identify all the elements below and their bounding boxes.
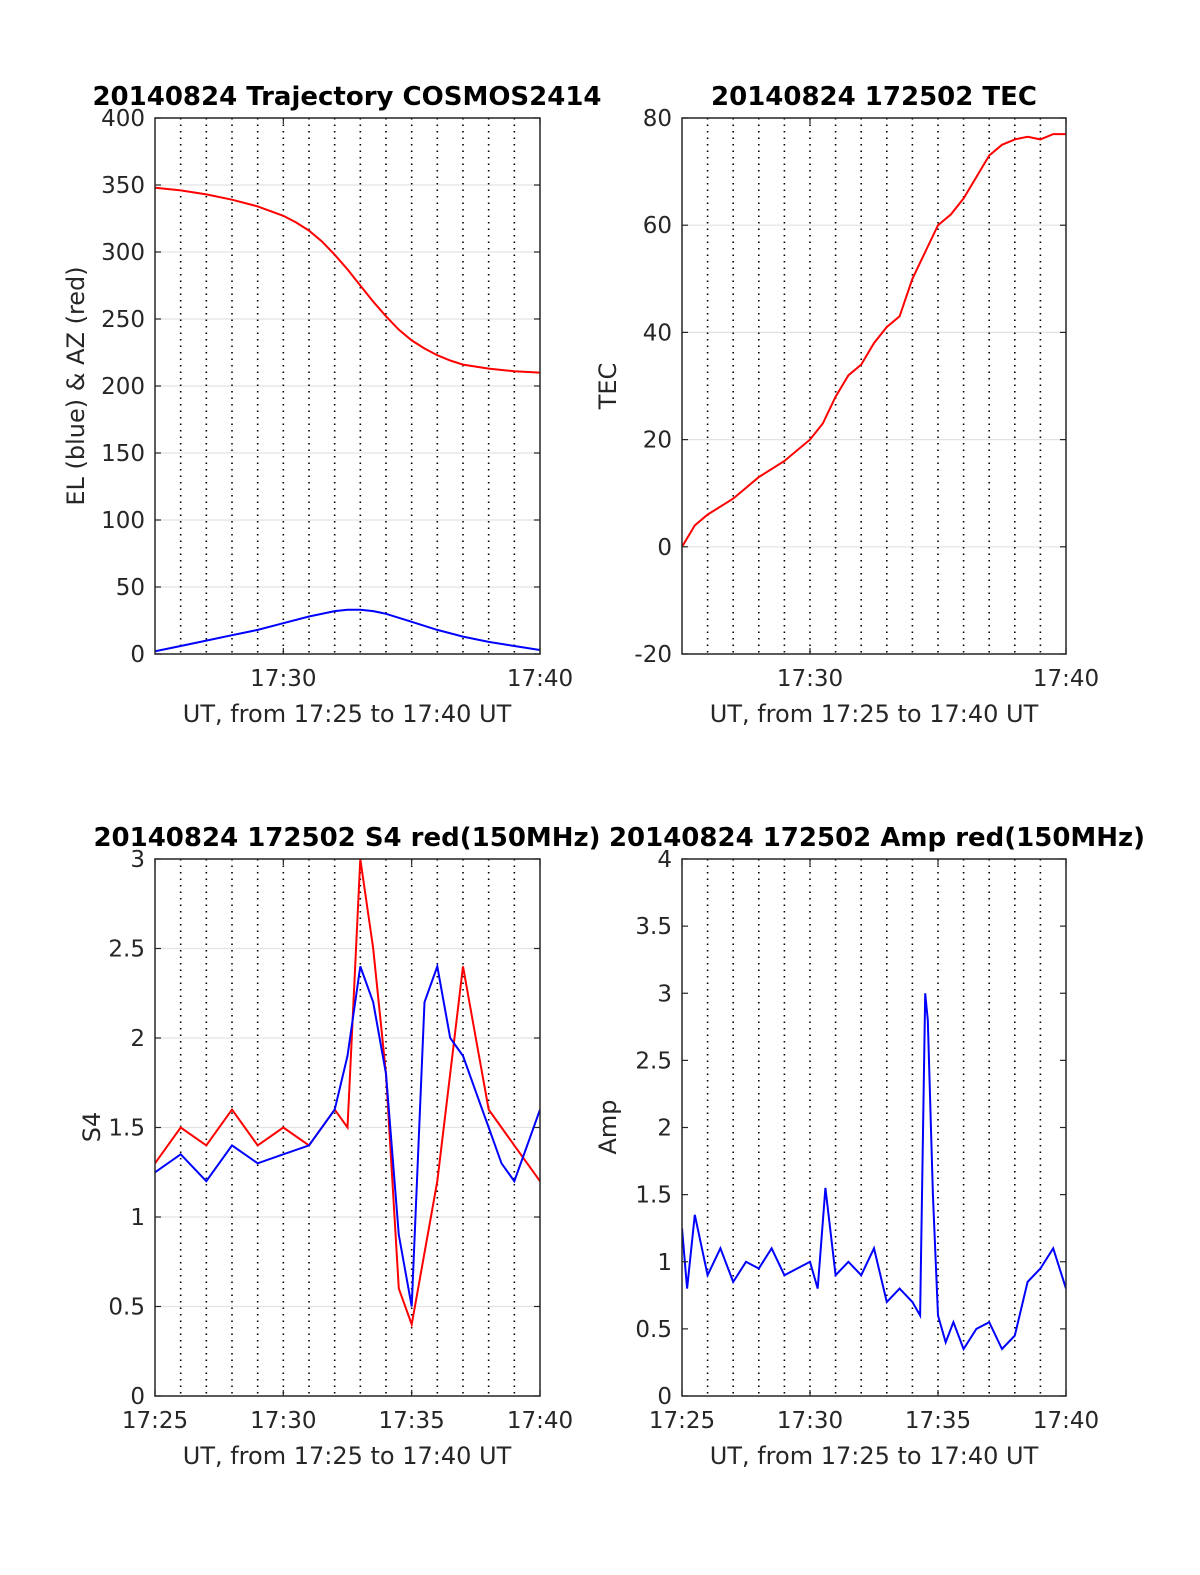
y-tick-label: 0 [657, 535, 672, 561]
x-tick-label: 17:40 [507, 1408, 573, 1434]
x-tick-label: 17:35 [379, 1408, 445, 1434]
y-axis-label: S4 [78, 1112, 106, 1143]
panel-s4: 20140824 172502 S4 red(150MHz) UT, from … [78, 823, 601, 1470]
chart-title: 20140824 172502 TEC [711, 82, 1037, 112]
series-line [682, 133, 1066, 548]
series-line [682, 993, 1066, 1352]
y-tick-label: 1 [657, 1250, 672, 1276]
y-tick-label: 60 [643, 213, 672, 239]
y-tick-label: 0 [130, 1384, 145, 1410]
y-tick-label: 80 [643, 106, 672, 132]
panel-amp: 20140824 172502 Amp red(150MHz) UT, from… [594, 823, 1145, 1470]
y-tick-label: 200 [101, 374, 145, 400]
y-tick-label: 2.5 [635, 1048, 672, 1074]
x-axis-label: UT, from 17:25 to 17:40 UT [710, 700, 1039, 728]
x-tick-label: 17:25 [122, 1408, 188, 1434]
y-tick-label: 0 [130, 642, 145, 668]
axes-frame [681, 117, 1067, 655]
y-axis-label: TEC [594, 363, 622, 411]
panel-trajectory: 20140824 Trajectory COSMOS2414 UT, from … [62, 82, 602, 728]
y-axis-label: Amp [594, 1099, 622, 1154]
series-line [155, 962, 540, 1307]
y-tick-label: 3 [657, 981, 672, 1007]
x-tick-label: 17:25 [649, 1408, 715, 1434]
y-tick-label: 3.5 [635, 914, 672, 940]
y-tick-label: 100 [101, 508, 145, 534]
y-tick-label: 4 [657, 847, 672, 873]
x-tick-label: 17:30 [777, 1408, 843, 1434]
chart-title: 20140824 172502 S4 red(150MHz) [93, 823, 600, 853]
x-tick-label: 17:40 [1033, 666, 1099, 692]
y-tick-label: 20 [643, 428, 672, 454]
y-tick-label: 1.5 [635, 1183, 672, 1209]
y-tick-label: 0.5 [108, 1295, 145, 1321]
y-tick-label: 150 [101, 441, 145, 467]
y-tick-label: 40 [643, 320, 672, 346]
y-tick-label: 3 [130, 847, 145, 873]
y-tick-label: 2 [657, 1116, 672, 1142]
panel-tec: 20140824 172502 TEC UT, from 17:25 to 17… [594, 82, 1099, 728]
x-tick-label: 17:40 [1033, 1408, 1099, 1434]
x-tick-label: 17:40 [507, 666, 573, 692]
y-tick-label: 2.5 [108, 937, 145, 963]
chart-title: 20140824 Trajectory COSMOS2414 [92, 82, 601, 112]
y-tick-label: -20 [634, 642, 672, 668]
x-axis-label: UT, from 17:25 to 17:40 UT [183, 1442, 512, 1470]
x-tick-label: 17:35 [905, 1408, 971, 1434]
y-tick-label: 50 [116, 575, 145, 601]
series-line [155, 859, 540, 1329]
series-line [155, 186, 540, 374]
y-tick-label: 2 [130, 1026, 145, 1052]
x-tick-label: 17:30 [777, 666, 843, 692]
x-tick-label: 17:30 [250, 1408, 316, 1434]
y-tick-label: 250 [101, 307, 145, 333]
chart-title: 20140824 172502 Amp red(150MHz) [609, 823, 1145, 853]
x-axis-label: UT, from 17:25 to 17:40 UT [183, 700, 512, 728]
y-tick-label: 1.5 [108, 1116, 145, 1142]
y-tick-label: 400 [101, 106, 145, 132]
y-tick-label: 350 [101, 173, 145, 199]
y-tick-label: 300 [101, 240, 145, 266]
series-line [155, 608, 540, 653]
y-tick-label: 0 [657, 1384, 672, 1410]
x-tick-label: 17:30 [250, 666, 316, 692]
y-tick-label: 0.5 [635, 1317, 672, 1343]
x-axis-label: UT, from 17:25 to 17:40 UT [710, 1442, 1039, 1470]
y-axis-label: EL (blue) & AZ (red) [62, 266, 90, 505]
y-tick-label: 1 [130, 1205, 145, 1231]
